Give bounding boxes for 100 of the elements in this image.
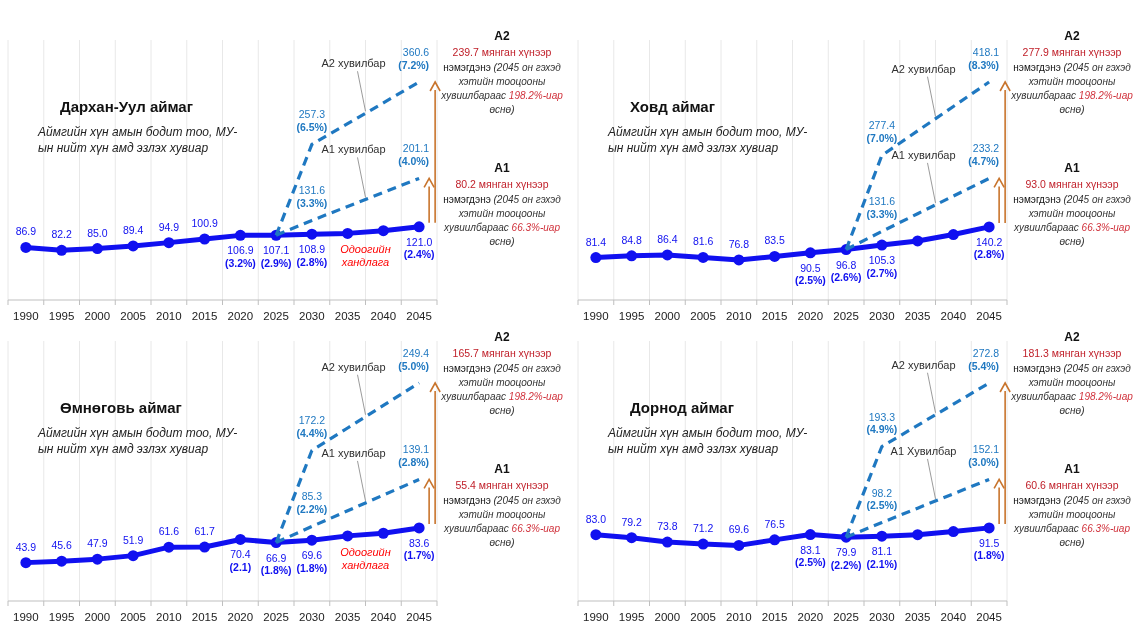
data-label: 121.0 (2.4%) [403,235,435,261]
text: нэмэгдэнэ (2045 он гэхэд хэтийн тооцооны хувиилбараас 66.3%-иар өснө) [443,495,561,548]
data-label: 201.1 (4.0%) [398,142,430,167]
data-label: 81.4 [585,235,607,248]
text: A2 хувилбар [321,57,386,70]
x-tick-label: 2030 [869,611,895,623]
text: 80.2 мянган хүнээр [455,178,549,190]
text: 239.7 мянган хүнээр [452,46,552,58]
x-tick-label: 2030 [869,310,895,322]
x-tick-label: 2020 [797,611,824,623]
x-tick-label: 1995 [618,310,645,322]
x-tick-label: 2035 [334,310,361,322]
x-tick-label: 2000 [84,310,111,322]
data-label: 73.8 [657,520,678,533]
text: нэмэгдэнэ (2045 он гэхэд хэтийн тооцооны хувиилбараас 198.2%-иар өснө) [441,62,563,115]
x-tick-label: 2005 [690,611,716,623]
x-tick-label: 2040 [370,611,397,623]
data-label: 79.2 [621,515,642,528]
x-tick-label: 2025 [263,310,289,322]
data-label: 45.6 [51,539,72,552]
data-label: 85.0 [87,226,108,239]
data-label: 61.6 [158,525,180,538]
series-label: Одоогийн хандлага [340,243,391,269]
x-tick-label: 1995 [48,611,75,623]
x-tick-label: 2010 [156,310,182,322]
data-label: 105.3 (2.7%) [866,254,898,279]
text: A2 хувилбар [891,358,956,371]
x-tick-label: 2000 [654,310,681,322]
data-label: 81.1 (2.1%) [866,545,898,570]
x-tick-label: 2020 [797,310,824,322]
data-label: 249.4 (5.0%) [398,347,430,372]
text: нэмэгдэнэ (2045 он гэхэд хэтийн тооцооны хувиилбараас 198.2%-иар өснө) [1011,62,1133,115]
text: A1 [1064,161,1080,175]
text: Аймгийн хүн амын бодит тоо, МУ-ын нийт хүн амд эзлэх хувиар [607,125,808,155]
x-tick-label: 1990 [13,310,39,322]
data-label: 83.1 (2.5%) [794,543,826,569]
text: A1 хувилбар [321,143,386,156]
text: A2 хувилбар [321,360,386,373]
x-tick-label: 2030 [299,611,325,623]
data-label: 76.8 [728,237,750,250]
data-label: 81.6 [692,235,714,248]
text: Аймгийн хүн амын бодит тоо, МУ-ын нийт хүн амд эзлэх хувиар [37,125,238,155]
data-label: 66.9 (1.8%) [260,551,292,577]
data-label: 139.1 (2.8%) [398,443,430,468]
data-label: 43.9 [15,540,37,553]
x-tick-label: 2005 [120,310,146,322]
data-label: 172.2 (4.4%) [296,414,328,439]
x-tick-label: 2040 [940,310,967,322]
data-label: 277.4 (7.0%) [866,119,898,144]
data-label: 82.2 [51,228,72,241]
data-label: 85.3 (2.2%) [296,490,328,515]
data-label: 89.4 [122,223,144,236]
x-tick-label: 1990 [13,611,39,623]
x-tick-label: 2040 [370,310,397,322]
data-label: 86.4 [657,232,678,245]
data-label: 107.1 (2.9%) [260,244,292,269]
text: A1 [494,462,510,476]
x-tick-label: 2015 [761,611,788,623]
text: Аймгийн хүн амын бодит тоо, МУ-ын нийт хүн амд эзлэх хувиар [607,426,808,456]
data-label: 96.8 (2.6%) [830,258,862,284]
data-label: 360.6 (7.2%) [398,46,430,71]
data-label: 100.9 [191,217,218,229]
x-tick-label: 2030 [299,310,325,322]
data-label: 257.3 (6.5%) [296,108,328,133]
x-tick-label: 2025 [833,611,859,623]
data-label: 69.6 [728,523,750,536]
data-label: 272.8 (5.4%) [968,347,1000,372]
x-tick-label: 2045 [976,310,1002,322]
text: Өмнөговь аймаг [60,399,182,416]
data-label: 91.5 (1.8%) [973,536,1005,562]
text: A1 [1064,462,1080,476]
data-label: 98.2 (2.5%) [866,486,898,512]
x-tick-label: 2035 [904,611,931,623]
text: 93.0 мянган хүнээр [1025,178,1119,190]
x-tick-label: 2035 [334,611,361,623]
x-tick-label: 2015 [191,611,218,623]
data-label: 140.2 (2.8%) [973,235,1005,261]
text: нэмэгдэнэ (2045 он гэхэд хэтийн тооцооны хувиилбараас 198.2%-иар өснө) [1011,363,1133,416]
text: 55.4 мянган хүнээр [455,479,549,491]
text: Ховд аймаг [630,98,715,115]
x-tick-label: 2005 [120,611,146,623]
x-tick-label: 2010 [156,611,182,623]
data-label: 84.8 [621,233,642,246]
data-label: 108.9 (2.8%) [296,243,328,268]
data-label: 83.0 [585,512,607,525]
text: Дорнод аймаг [630,399,734,416]
text: 165.7 мянган хүнээр [452,347,552,359]
text: нэмэгдэнэ (2045 он гэхэд хэтийн тооцооны хувиилбараас 66.3%-иар өснө) [1013,495,1131,548]
text: A2 [1064,330,1080,344]
text: Дархан-Уул аймаг [60,98,193,115]
data-label: 131.6 (3.3%) [866,195,898,220]
x-tick-label: 1990 [583,310,609,322]
data-label: 90.5 (2.5%) [794,261,826,287]
data-label: 83.5 [764,234,785,247]
text: A2 [494,330,510,344]
data-label: 233.2 (4.7%) [968,142,1000,167]
text: 60.6 мянган хүнээр [1025,479,1119,491]
data-label: 79.9 (2.2%) [830,546,862,571]
text: нэмэгдэнэ (2045 он гэхэд хэтийн тооцооны хувиилбараас 66.3%-иар өснө) [1013,194,1131,247]
x-tick-label: 2010 [726,611,752,623]
